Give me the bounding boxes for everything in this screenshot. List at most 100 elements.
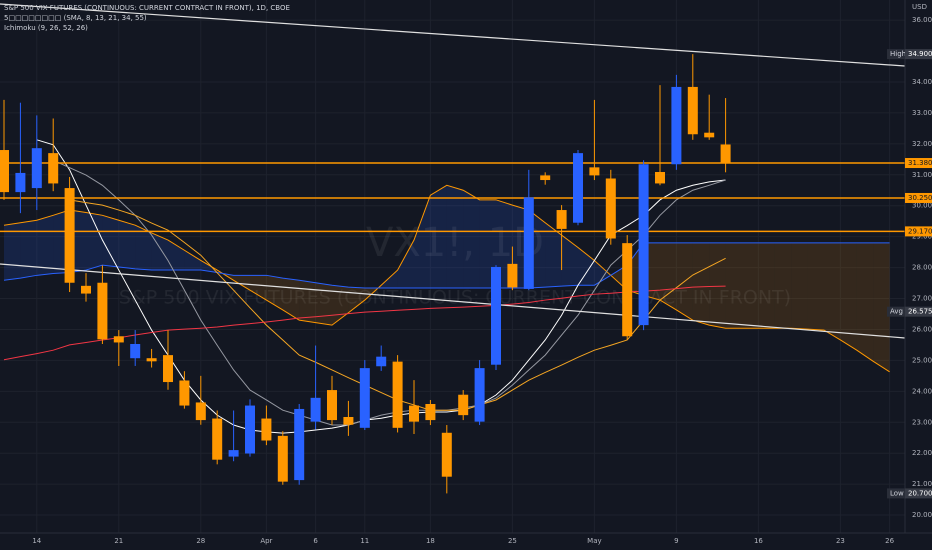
x-tick-label: 23 bbox=[836, 537, 845, 545]
candle-body bbox=[261, 418, 272, 441]
candle-body bbox=[64, 188, 75, 283]
cloud-segment bbox=[856, 242, 874, 362]
marker-name-box bbox=[887, 488, 905, 499]
candle-body bbox=[310, 397, 321, 422]
x-tick-label: 6 bbox=[313, 537, 318, 545]
y-tick-label: 26.000 bbox=[912, 325, 932, 333]
marker-name-box bbox=[887, 49, 905, 60]
cloud-segment bbox=[184, 250, 201, 271]
cloud-segment bbox=[200, 260, 218, 273]
x-tick-label: 18 bbox=[426, 537, 435, 545]
candle-body bbox=[163, 355, 173, 383]
cloud-segment bbox=[233, 275, 250, 291]
legend-title: S&P 500 VIX FUTURES (CONTINUOUS: CURRENT… bbox=[4, 4, 290, 12]
x-tick-label: 9 bbox=[674, 537, 678, 545]
cloud-segment bbox=[266, 275, 283, 310]
cloud-segment bbox=[545, 222, 562, 288]
cloud-segment bbox=[381, 270, 398, 288]
candle-body bbox=[113, 336, 124, 343]
candle-body bbox=[195, 402, 206, 421]
currency-label: USD bbox=[912, 3, 927, 11]
candle-body bbox=[31, 148, 42, 189]
cloud-segment bbox=[824, 242, 841, 340]
cloud-segment bbox=[135, 225, 152, 271]
y-tick-label: 36.000 bbox=[912, 16, 932, 24]
candle-body bbox=[507, 263, 518, 288]
x-tick-label: 28 bbox=[196, 537, 205, 545]
candle-body bbox=[458, 394, 469, 416]
cloud-segment bbox=[86, 212, 103, 271]
cloud-segment bbox=[299, 280, 316, 323]
candle-body bbox=[212, 418, 223, 460]
cloud-segment bbox=[414, 195, 431, 288]
ichimoku-span-a bbox=[3, 184, 890, 373]
candle-body bbox=[179, 380, 190, 406]
candle-body bbox=[277, 435, 288, 482]
marker-value-box bbox=[905, 488, 932, 499]
cloud-segment bbox=[742, 242, 759, 329]
y-tick-label: 28.000 bbox=[912, 264, 932, 272]
price-axis bbox=[905, 0, 932, 550]
cloud-segment bbox=[479, 199, 496, 288]
ichimoku-span-b bbox=[3, 242, 890, 289]
cloud-segment bbox=[840, 242, 857, 351]
marker-value: 34.900 bbox=[908, 50, 932, 58]
candle-body bbox=[605, 178, 616, 239]
candle-body bbox=[327, 390, 337, 421]
candle-body bbox=[556, 210, 567, 229]
cloud-segment bbox=[20, 220, 37, 279]
cloud-segment bbox=[168, 240, 185, 271]
candle-body bbox=[589, 167, 600, 176]
cloud-segment bbox=[315, 282, 332, 326]
candle-body bbox=[48, 153, 59, 184]
y-tick-label: 21.000 bbox=[912, 480, 932, 488]
cloud-segment bbox=[397, 240, 414, 288]
x-tick-label: Apr bbox=[260, 537, 272, 545]
candle-body bbox=[409, 405, 419, 422]
cloud-segment bbox=[807, 242, 824, 331]
candle-body bbox=[655, 171, 665, 184]
watermark-description: S&P 500 VIX FUTURES (CONTINUOUS: CURRENT… bbox=[119, 287, 791, 309]
candle-body bbox=[474, 368, 485, 422]
x-tick-label: 25 bbox=[508, 537, 517, 545]
cloud-segment bbox=[430, 185, 447, 288]
cloud-segment bbox=[561, 235, 578, 287]
legend-indicator: Ichimoku (9, 26, 52, 26) bbox=[4, 24, 88, 32]
price-label: 30.250 bbox=[908, 194, 932, 202]
price-label-box bbox=[905, 158, 932, 169]
candle-body bbox=[638, 164, 649, 326]
candle-body bbox=[0, 150, 9, 193]
candle-body bbox=[687, 86, 698, 135]
candle-body bbox=[228, 450, 239, 457]
cloud-segment bbox=[725, 242, 742, 329]
sma-line bbox=[3, 285, 726, 361]
y-tick-label: 25.000 bbox=[912, 356, 932, 364]
marker-name: High bbox=[890, 50, 906, 58]
y-tick-label: 27.000 bbox=[912, 295, 932, 303]
candle-body bbox=[671, 86, 682, 165]
cloud-segment bbox=[594, 260, 611, 286]
candle-body bbox=[720, 144, 731, 164]
candle-body bbox=[704, 132, 715, 138]
candle-body bbox=[540, 175, 551, 181]
candle-body bbox=[359, 368, 370, 428]
candle-body bbox=[81, 285, 91, 294]
cloud-segment bbox=[446, 185, 464, 288]
candle-body bbox=[622, 243, 633, 337]
marker-name: Avg bbox=[890, 308, 903, 316]
marker-name: Low bbox=[890, 489, 904, 497]
axis-labels: 20.000 21.000 22.000 23.000 24.000 25.000 26.0… bbox=[32, 16, 932, 545]
x-tick-label: 16 bbox=[754, 537, 763, 545]
cloud-segment bbox=[102, 215, 119, 267]
cloud-segment bbox=[873, 242, 890, 372]
price-label-box bbox=[905, 226, 932, 237]
y-tick-label: 24.000 bbox=[912, 387, 932, 395]
cloud-segment bbox=[36, 215, 54, 276]
x-tick-label: 26 bbox=[885, 537, 894, 545]
y-tick-label: 20.000 bbox=[912, 511, 932, 519]
cloud-segment bbox=[250, 275, 267, 301]
price-label: 29.170 bbox=[908, 227, 932, 235]
cloud-segment bbox=[118, 220, 136, 269]
